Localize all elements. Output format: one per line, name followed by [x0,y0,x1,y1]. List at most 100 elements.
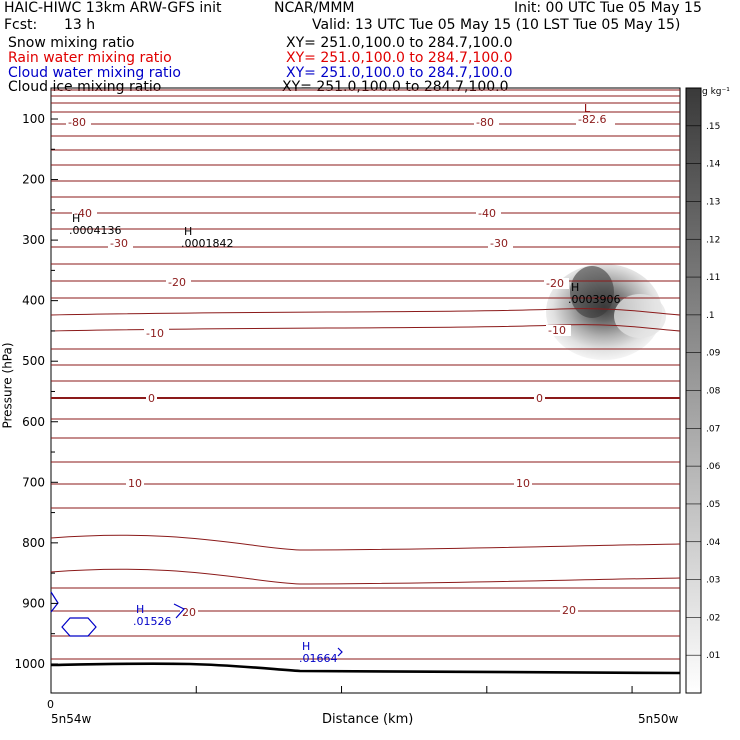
isotherm-label-bg [514,478,532,489]
extrema-letter: H [302,640,310,653]
terrain-line [50,662,681,675]
cloud-water-contour-1 [61,617,97,637]
isotherm-line [50,196,681,198]
isotherm-label: -30 [110,237,128,250]
colorbar-tick-label: .05 [706,500,720,510]
cloud-ice-shading [546,264,666,360]
isotherm-labels: -82.6 -80 -80 -40 -40 -30 -30 -20 -20 -10 -10 0 0 10 1… [66,113,615,619]
isotherm-line [50,123,681,125]
y-axis-label: Pressure (hPa) [0,342,15,429]
y-tick-label-900: 900 [22,596,45,610]
isotherm-line [50,507,681,509]
extrema-markers: LH.0004136 H.0001842H.0003906H.01526H.016… [69,102,621,665]
isotherm-label: 10 [128,477,142,490]
isotherm-label: -40 [74,207,92,220]
field-cloudwater-xy: XY= 251.0,100.0 to 284.7,100.0 [286,65,513,81]
isotherm-line [50,308,681,316]
extrema-letter: H [184,225,192,238]
isotherm-line [50,587,681,589]
colorbar: .01 .02 .03 .04 .05 .06 .07 .08 .09 .1 .11 .12 .13 .1… [685,87,721,694]
y-tick-label-100: 100 [22,112,45,126]
colorbar-tick-label: .03 [706,576,720,586]
isotherm-label: 0 [148,392,155,405]
fcst-value: 13 h [64,17,96,33]
ice-shade-lobe [614,294,666,338]
extrema-value: .01664 [299,652,338,665]
y-axis: 100 200 300 400 500 600 700 800 900 1000 [14,112,58,671]
isotherm-line [50,324,681,332]
field-rain-name: Rain water mixing ratio [8,50,172,66]
isotherm-line [50,348,681,350]
colorbar-tick-label: .1 [706,311,715,321]
isotherm-line [50,380,681,382]
extrema-value: .0003906 [568,293,621,306]
y-tick-label-600: 600 [22,415,45,429]
isotherm-line [50,111,681,113]
field-snow-xy: XY= 251.0,100.0 to 284.7,100.0 [286,35,513,51]
y-tick-label-1000: 1000 [14,657,45,671]
cloud-water-contour-4 [337,647,343,657]
extrema-letter: H [571,281,579,294]
isotherm-line [50,461,681,463]
cloud-water-contour-2 [50,591,59,613]
isotherm-label: -30 [490,237,508,250]
x-end-label: 5n50w [638,712,679,726]
isotherm-label: -80 [476,116,494,129]
colorbar-tick-label: .12 [706,235,720,245]
isotherm-label-bg [146,393,157,404]
y-tick-label-800: 800 [22,536,45,550]
isotherm-line [50,610,681,612]
isotherm-label-bg [144,328,169,339]
isotherm-line [50,228,681,230]
cloud-water-contour-3 [173,603,185,619]
isotherm-line [50,89,681,91]
isotherm-label: -40 [478,207,496,220]
x-axis-label: Distance (km) [322,712,414,727]
isotherm-label-bg [108,238,133,249]
isotherm-label-bg [180,607,198,618]
isotherm-lines [50,89,681,660]
isotherm-line [50,658,681,660]
model-title: HAIC-HIWC 13km ARW-GFS init [4,0,222,16]
isotherm-label-bg [66,117,91,128]
ice-shade-core [570,266,614,318]
isotherm-line [50,180,681,182]
colorbar-tick-label: .07 [706,424,720,434]
isotherm-line [50,212,681,214]
isotherm-line [50,135,681,137]
isotherm-label: -80 [68,116,86,129]
isotherm-label-bg [560,605,578,616]
colorbar-tick-label: .09 [706,349,721,359]
isotherm-label: -82.6 [578,113,606,126]
x-start-label: 5n54w [51,712,92,726]
y-tick-label-400: 400 [22,294,45,308]
isotherm-line [50,364,681,366]
isotherm-label: 20 [562,604,576,617]
valid-label: Valid: 13 UTC Tue 05 May 15 (10 LST Tue … [312,17,681,33]
colorbar-tick-label: .08 [706,387,721,397]
x-axis-ticks [50,686,633,693]
isotherm-line [50,396,681,400]
isotherm-label-bg [544,278,569,289]
init-label: Init: 00 UTC Tue 05 May 15 [514,0,702,16]
extrema-letter: H [136,603,144,616]
isotherm-line [50,635,681,637]
isotherm-line [50,437,681,439]
isotherm-line [50,297,681,299]
isotherm-label-bg [166,277,191,288]
plot-frame [50,87,681,694]
field-cloudwater-name: Cloud water mixing ratio [8,65,181,81]
isotherm-label: -20 [546,277,564,290]
colorbar-tick-label: .14 [706,160,721,170]
y-tick-label-200: 200 [22,173,45,187]
isotherm-line [50,568,681,585]
field-snow-name: Snow mixing ratio [8,35,135,51]
isotherm-label-bg [488,238,513,249]
isotherm-label: 20 [182,606,196,619]
extrema-value: .0001842 [181,237,234,250]
isotherm-line [50,418,681,420]
y-tick-label-700: 700 [22,475,45,489]
isotherm-line [50,483,681,485]
colorbar-unit: g kg⁻¹ [702,87,730,97]
